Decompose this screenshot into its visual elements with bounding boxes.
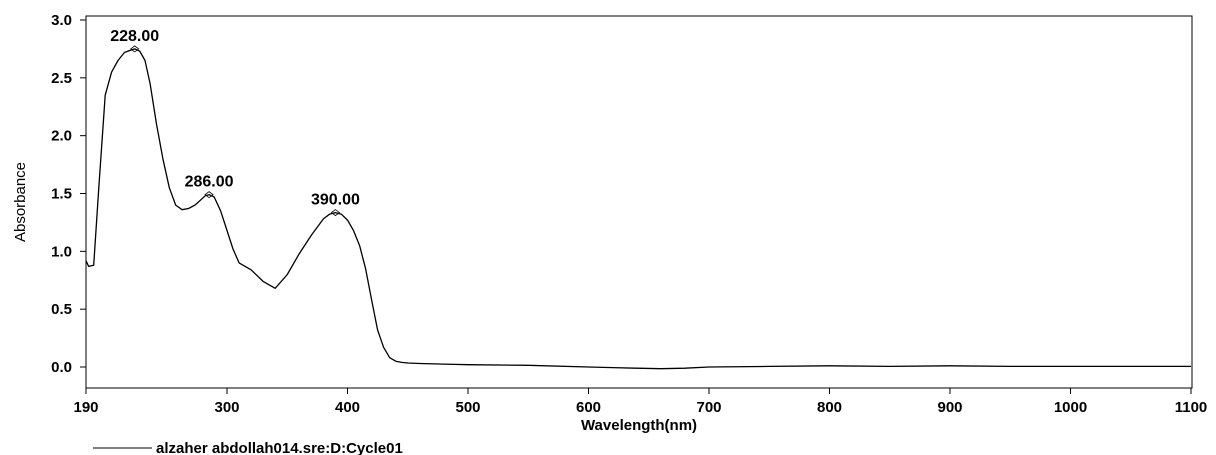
peak-marker: [330, 209, 341, 217]
y-tick-label: 3.0: [51, 12, 72, 29]
y-tick-label: 0.0: [51, 359, 72, 376]
x-tick-label: 600: [576, 399, 601, 416]
peak-marker: [130, 45, 140, 53]
x-tick-label: 1000: [1054, 399, 1087, 416]
plot-frame: [85, 15, 1193, 389]
y-axis-ticks: 0.0 0.5 1.0 1.5 2.0 2.5 3.0: [51, 12, 86, 376]
y-tick-label: 2.5: [51, 70, 72, 87]
x-tick-label: 1100: [1175, 399, 1208, 416]
x-tick-label: 190: [73, 399, 98, 416]
x-axis-title: Wavelength(nm): [581, 417, 697, 434]
peak-label: 286.00: [185, 174, 234, 191]
peak-label: 228.00: [110, 28, 159, 45]
y-tick-label: 1.5: [51, 186, 72, 203]
x-tick-label: 900: [937, 399, 962, 416]
peak-marker: [204, 191, 214, 199]
y-tick-label: 2.0: [51, 128, 72, 145]
legend-entry: alzaher abdollah014.sre:D:Cycle01: [156, 440, 403, 455]
x-tick-label: 500: [455, 399, 480, 416]
x-axis-ticks: 190 300 400 500 600 700 800 900 1000 1100: [73, 388, 1207, 416]
y-tick-label: 0.5: [51, 301, 72, 318]
spectrum-line: [85, 48, 1191, 370]
y-tick-label: 1.0: [51, 243, 72, 260]
peak-annotations: 228.00 286.00 390.00: [110, 28, 360, 217]
y-axis-title: Absorbance: [12, 162, 29, 242]
series-layer: [85, 48, 1191, 370]
x-tick-label: 700: [696, 399, 721, 416]
x-tick-label: 800: [817, 399, 842, 416]
peak-label: 390.00: [311, 192, 360, 209]
x-tick-label: 400: [335, 399, 360, 416]
x-tick-label: 300: [214, 399, 239, 416]
